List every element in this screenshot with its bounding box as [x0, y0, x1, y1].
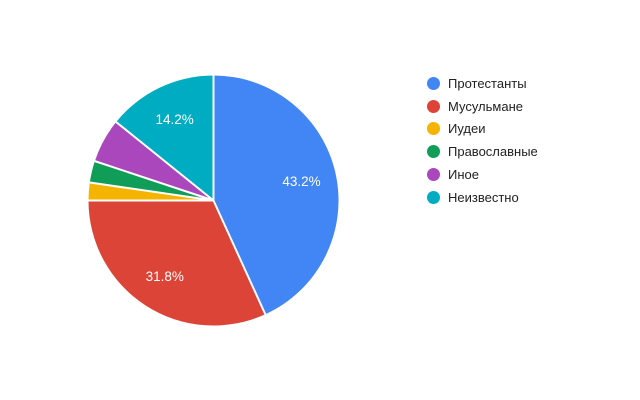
slice-label: 31.8% — [146, 269, 184, 284]
pie-slice-5[interactable] — [94, 122, 214, 201]
pie-slice-1[interactable] — [213, 75, 339, 315]
legend-item-2: Мусульмане — [427, 95, 538, 118]
legend-item-3: Иудеи — [427, 118, 538, 141]
legend-item-1: Протестанты — [427, 72, 538, 95]
legend-marker-icon — [427, 99, 440, 113]
legend-label: Иудеи — [448, 121, 486, 137]
legend: Протестанты Мусульмане Иудеи Православные Ин… — [427, 72, 538, 209]
legend-marker-icon — [427, 76, 440, 90]
legend-marker-icon — [427, 190, 440, 204]
slice-border — [89, 181, 214, 202]
slice-border — [212, 200, 267, 315]
legend-item-5: Иное — [427, 163, 538, 186]
legend-marker-icon — [427, 145, 440, 159]
pie-slice-2[interactable] — [88, 200, 266, 326]
slice-label: 43.2% — [282, 174, 320, 189]
legend-marker-icon — [427, 122, 440, 136]
legend-marker-icon — [427, 168, 440, 182]
legend-label: Протестанты — [448, 75, 527, 91]
slice-border — [115, 121, 215, 202]
legend-item-6: Неизвестно — [427, 186, 538, 209]
legend-item-4: Православные — [427, 140, 538, 163]
legend-label: Неизвестно — [448, 189, 519, 205]
legend-label: Иное — [448, 167, 479, 183]
legend-label: Мусульмане — [448, 98, 523, 114]
slice-border — [94, 160, 214, 202]
legend-label: Православные — [448, 144, 538, 160]
pie-slice-6[interactable] — [116, 75, 214, 201]
slice-label: 14.2% — [156, 112, 194, 127]
